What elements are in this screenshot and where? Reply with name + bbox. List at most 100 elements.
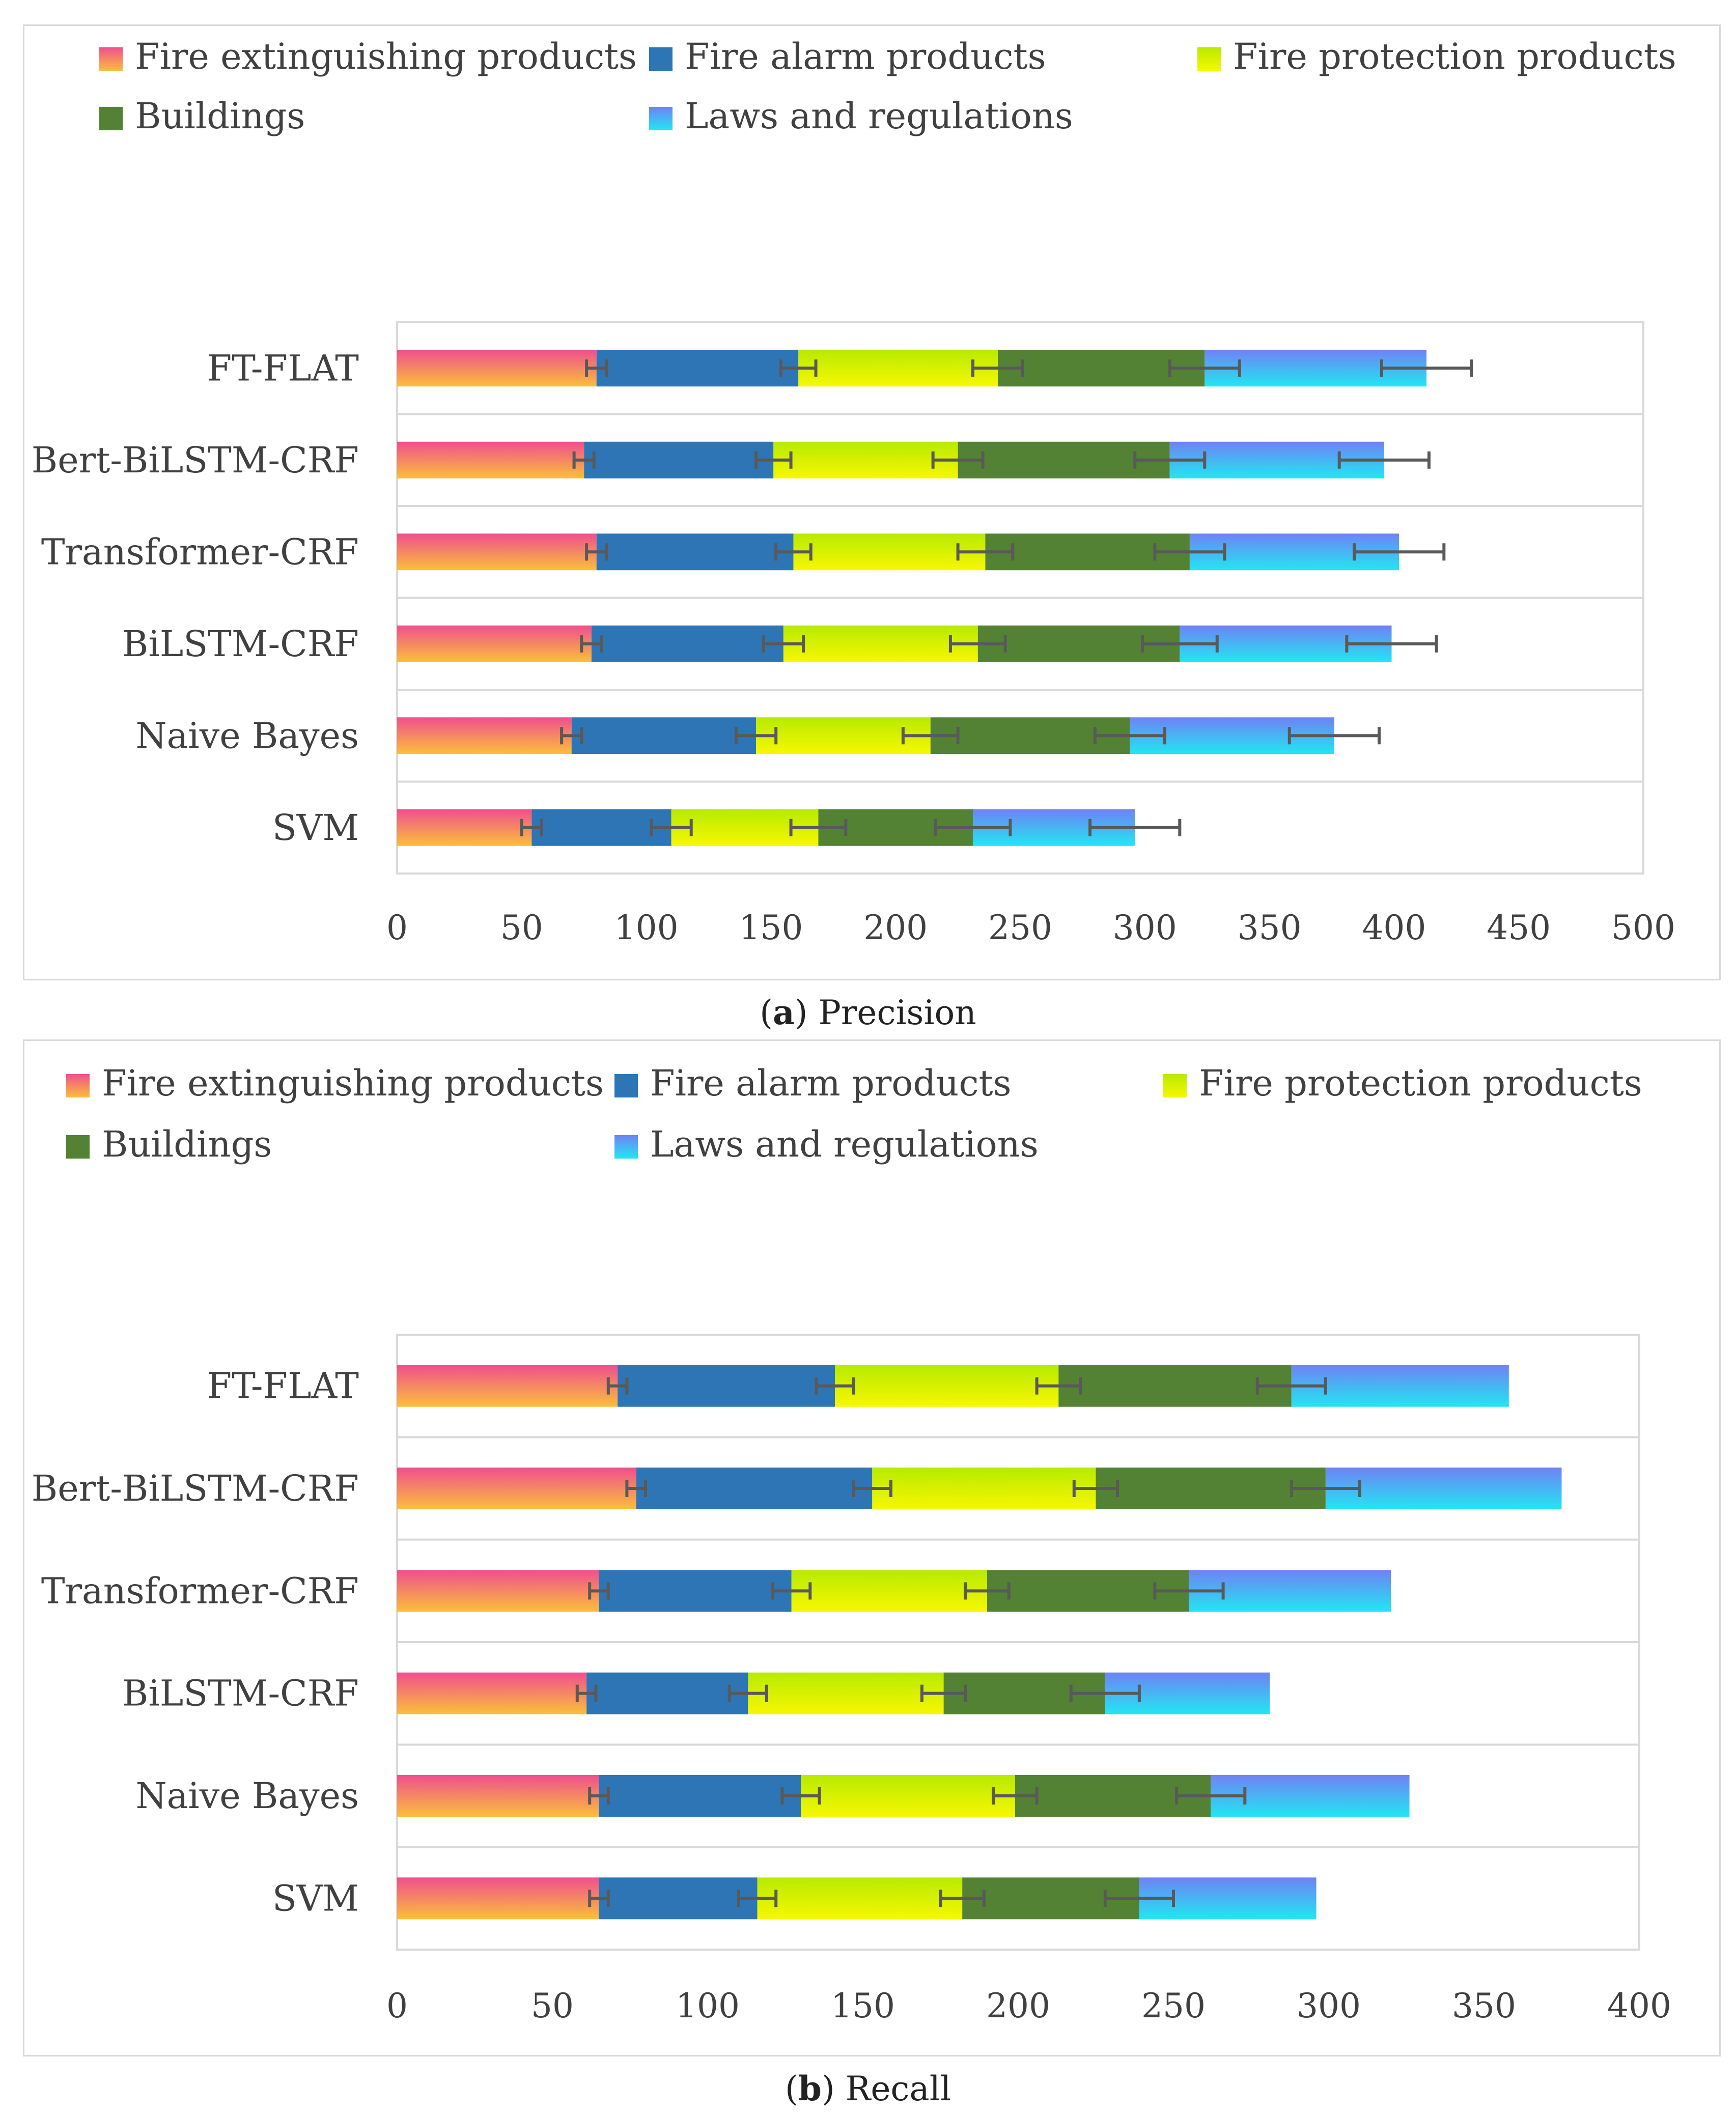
legend-swatch-protection (1163, 1074, 1187, 1097)
bar-transformer-crf-alarm (599, 1570, 792, 1612)
bar-ft-flat-alarm (596, 350, 799, 387)
error-bar-bilstm-crf-laws (1345, 635, 1438, 653)
x-tick-label: 400 (1362, 908, 1426, 947)
x-tick-label: 0 (386, 1986, 408, 2025)
precision-caption: (a) Precision (760, 993, 976, 1032)
legend-swatch-laws (649, 107, 673, 130)
error-bar-bilstm-crf-protection (948, 635, 1007, 653)
bar-bert-bilstm-crf-extinguishing (397, 441, 584, 478)
legend-label-extinguishing: Fire extinguishing products (102, 1062, 604, 1104)
error-bar-naive-bayes-buildings (1175, 1787, 1247, 1805)
error-bar-svm-alarm (650, 819, 693, 836)
bar-transformer-crf-protection (793, 533, 986, 571)
x-tick-label: 200 (863, 908, 928, 947)
error-bar-bilstm-crf-alarm (727, 1684, 768, 1702)
x-tick-label: 150 (739, 908, 803, 947)
category-label-bert-bilstm-crf: Bert-BiLSTM-CRF (32, 1468, 359, 1509)
x-tick-label: 250 (988, 908, 1052, 947)
error-bar-bilstm-crf-protection (920, 1684, 967, 1702)
x-tick-label: 50 (500, 908, 543, 947)
legend-label-laws: Laws and regulations (650, 1123, 1039, 1165)
bar-transformer-crf-protection (791, 1570, 987, 1612)
error-bar-transformer-crf-alarm (771, 1582, 812, 1600)
error-bar-transformer-crf-buildings (1153, 1582, 1225, 1600)
error-bar-bilstm-crf-extinguishing (575, 1684, 598, 1702)
bar-transformer-crf-alarm (596, 533, 794, 571)
bar-bilstm-crf-alarm (586, 1672, 748, 1714)
legend-swatch-buildings (66, 1135, 90, 1159)
legend-label-laws: Laws and regulations (685, 95, 1073, 137)
category-label-naive-bayes: Naive Bayes (135, 715, 359, 756)
error-bar-ft-flat-protection (1035, 1377, 1082, 1395)
error-bar-naive-bayes-extinguishing (588, 1787, 610, 1805)
category-label-bilstm-crf: BiLSTM-CRF (122, 623, 359, 665)
error-bar-bilstm-crf-extinguishing (580, 635, 603, 653)
bar-ft-flat-extinguishing (397, 1365, 618, 1407)
bar-ft-flat-extinguishing (397, 350, 597, 387)
error-bar-bert-bilstm-crf-extinguishing (625, 1480, 647, 1497)
error-bar-svm-extinguishing (588, 1890, 610, 1907)
error-bar-transformer-crf-laws (1353, 543, 1446, 561)
x-tick-label: 50 (531, 1986, 574, 2025)
error-bar-transformer-crf-protection (964, 1582, 1011, 1600)
error-bar-bert-bilstm-crf-protection (1072, 1480, 1119, 1497)
error-bar-ft-flat-laws (1380, 359, 1473, 377)
x-tick-label: 0 (386, 908, 408, 947)
error-bar-bilstm-crf-buildings (1069, 1684, 1141, 1702)
caption-b-letter: b (798, 2069, 822, 2108)
bar-svm-alarm (531, 809, 671, 846)
legend-swatch-extinguishing (66, 1074, 90, 1097)
error-bar-transformer-crf-buildings (1153, 543, 1226, 561)
error-bar-ft-flat-protection (971, 359, 1024, 377)
category-label-transformer-crf: Transformer-CRF (41, 1570, 359, 1612)
legend-label-protection: Fire protection products (1199, 1062, 1642, 1104)
bar-naive-bayes-extinguishing (397, 717, 572, 754)
error-bar-bert-bilstm-crf-buildings (1290, 1480, 1361, 1497)
category-label-transformer-crf: Transformer-CRF (41, 531, 359, 573)
bar-bert-bilstm-crf-protection (773, 441, 958, 478)
error-bar-svm-protection (789, 819, 848, 836)
category-label-ft-flat: FT-FLAT (207, 347, 359, 389)
legend-swatch-laws (614, 1135, 638, 1159)
category-label-bert-bilstm-crf: Bert-BiLSTM-CRF (32, 439, 359, 481)
x-tick-label: 350 (1238, 908, 1302, 947)
bar-naive-bayes-alarm (571, 717, 757, 754)
error-bar-naive-bayes-laws (1287, 727, 1381, 745)
legend-swatch-extinguishing (99, 47, 123, 71)
error-bar-naive-bayes-buildings (1093, 727, 1166, 745)
bar-transformer-crf-extinguishing (397, 533, 597, 571)
error-bar-naive-bayes-protection (992, 1787, 1039, 1805)
bar-bert-bilstm-crf-laws (1325, 1468, 1562, 1509)
error-bar-ft-flat-alarm (779, 359, 818, 377)
x-tick-label: 450 (1487, 908, 1551, 947)
bar-naive-bayes-extinguishing (397, 1775, 599, 1817)
bar-ft-flat-protection (835, 1365, 1059, 1407)
error-bar-svm-buildings (1103, 1890, 1175, 1907)
legend-swatch-alarm (614, 1074, 638, 1097)
x-tick-label: 100 (676, 1986, 740, 2025)
error-bar-transformer-crf-protection (956, 543, 1015, 561)
category-label-ft-flat: FT-FLAT (207, 1365, 359, 1407)
error-bar-bert-bilstm-crf-protection (931, 451, 985, 469)
caption-a-label: Precision (818, 993, 976, 1032)
error-bar-naive-bayes-protection (901, 727, 960, 745)
caption-b-label: Recall (845, 2069, 951, 2108)
error-bar-ft-flat-buildings (1255, 1377, 1327, 1395)
bar-bilstm-crf-protection (783, 625, 978, 662)
bar-svm-extinguishing (397, 1877, 599, 1920)
bar-bilstm-crf-protection (748, 1672, 944, 1714)
category-label-naive-bayes: Naive Bayes (135, 1775, 359, 1817)
error-bar-bert-bilstm-crf-extinguishing (572, 451, 596, 469)
x-tick-label: 500 (1611, 908, 1675, 947)
legend-label-alarm: Fire alarm products (685, 36, 1046, 77)
legend-label-protection: Fire protection products (1233, 36, 1676, 77)
x-tick-label: 100 (614, 908, 679, 947)
bar-svm-extinguishing (397, 809, 532, 846)
recall-caption: (b) Recall (785, 2069, 951, 2108)
category-label-bilstm-crf: BiLSTM-CRF (122, 1673, 359, 1714)
error-bar-ft-flat-extinguishing (585, 359, 608, 377)
bar-bilstm-crf-alarm (591, 625, 783, 662)
bar-naive-bayes-protection (756, 717, 931, 754)
category-label-svm: SVM (272, 1877, 359, 1919)
error-bar-bert-bilstm-crf-laws (1337, 451, 1431, 469)
